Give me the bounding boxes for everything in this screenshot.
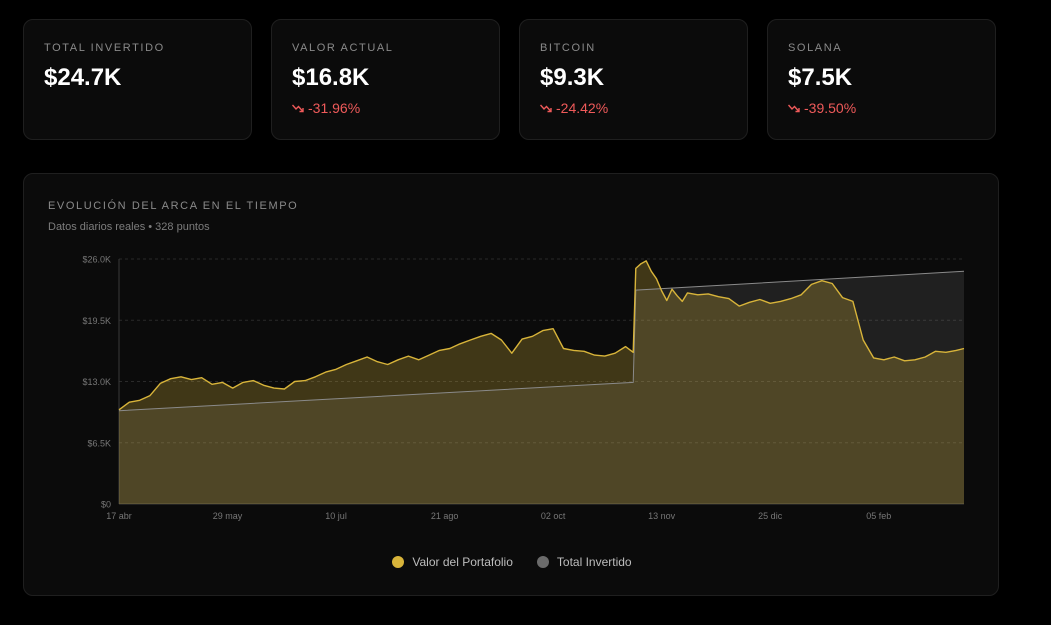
portfolio-area-chart[interactable]: $0 $6.5K $13.0K $19.5K $26.0K 17 abr 29 may 10 … — [24, 174, 1000, 544]
x-tick-label: 13 nov — [648, 511, 676, 521]
chart-title: EVOLUCIÓN DEL ARCA EN EL TIEMPO — [48, 200, 299, 212]
x-tick-label: 10 jul — [325, 511, 347, 521]
stat-value: $16.8K — [292, 64, 370, 91]
stat-card-total-invested: TOTAL INVERTIDO $24.7K — [23, 19, 252, 140]
stat-label: BITCOIN — [540, 42, 596, 54]
trending-down-icon — [292, 103, 304, 113]
stat-change: -24.42% — [540, 100, 727, 116]
stat-value: $24.7K — [44, 64, 122, 91]
stat-card-bitcoin: BITCOIN $9.3K -24.42% — [519, 19, 748, 140]
stat-change-value: -31.96% — [308, 100, 361, 116]
stat-card-solana: SOLANA $7.5K -39.50% — [767, 19, 996, 140]
stat-change: -31.96% — [292, 100, 479, 116]
x-tick-label: 17 abr — [106, 511, 132, 521]
stat-value: $9.3K — [540, 64, 605, 91]
x-tick-label: 25 dic — [758, 511, 783, 521]
stat-card-current-value: VALOR ACTUAL $16.8K -31.96% — [271, 19, 500, 140]
stat-change: -39.50% — [788, 100, 975, 116]
trending-down-icon — [788, 103, 800, 113]
portfolio-area — [119, 260, 964, 504]
y-tick-label: $26.0K — [82, 255, 111, 265]
y-tick-label: $0 — [101, 500, 111, 510]
portfolio-line — [118, 260, 965, 411]
legend-label-portfolio: Valor del Portafolio — [412, 555, 513, 569]
stat-value: $7.5K — [788, 64, 853, 91]
legend-item-portfolio[interactable]: Valor del Portafolio — [392, 555, 513, 569]
legend-item-invested[interactable]: Total Invertido — [536, 555, 632, 569]
x-tick-label: 29 may — [213, 511, 243, 521]
stat-change-value: -39.50% — [804, 100, 857, 116]
chart-panel: EVOLUCIÓN DEL ARCA EN EL TIEMPO Datos di… — [23, 173, 999, 596]
stat-label: TOTAL INVERTIDO — [44, 42, 165, 54]
legend-swatch-invested — [536, 556, 549, 568]
y-tick-label: $6.5K — [87, 438, 111, 448]
chart-legend: Valor del Portafolio Total Invertido — [24, 555, 1000, 569]
trending-down-icon — [540, 103, 552, 113]
x-tick-label: 02 oct — [541, 511, 566, 521]
stat-change-value: -24.42% — [556, 100, 609, 116]
x-tick-label: 21 ago — [431, 511, 459, 521]
y-tick-label: $13.0K — [82, 377, 111, 387]
legend-label-invested: Total Invertido — [556, 555, 632, 569]
x-tick-label: 05 feb — [866, 511, 891, 521]
chart-subtitle: Datos diarios reales • 328 puntos — [48, 221, 210, 233]
stat-label: SOLANA — [788, 42, 843, 54]
stat-label: VALOR ACTUAL — [292, 42, 394, 54]
y-tick-label: $19.5K — [82, 316, 111, 326]
invested-line — [118, 270, 965, 412]
legend-swatch-portfolio — [392, 556, 405, 568]
